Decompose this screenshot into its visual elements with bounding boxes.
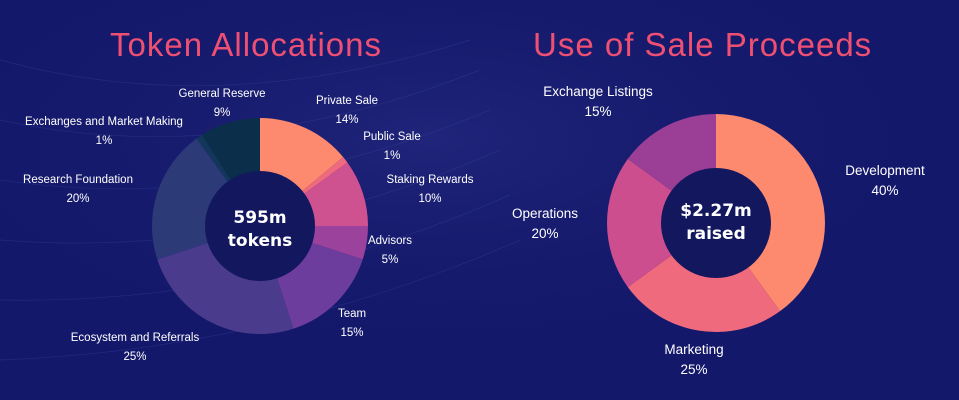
sale-proceeds-center: $2.27m raised (680, 200, 752, 246)
slice-percent: 9% (213, 107, 231, 119)
center-unit: raised (686, 224, 746, 244)
donut-hole (661, 168, 771, 278)
slice-percent: 20% (66, 193, 90, 205)
slice-label-development: Development 40% (845, 161, 925, 201)
slice-label-staking-rewards: Staking Rewards 10% (387, 171, 474, 209)
slice-name: Development (845, 163, 925, 178)
donut-hole (205, 171, 315, 281)
token-allocations-donut (151, 118, 368, 334)
slice-percent: 1% (95, 135, 113, 147)
slice-label-marketing: Marketing 25% (664, 340, 723, 380)
center-value: $2.27m (680, 201, 752, 221)
slice-percent: 40% (871, 183, 899, 198)
slice-name: Private Sale (315, 95, 379, 107)
slice-label-research-foundation: Research Foundation 20% (23, 171, 133, 209)
slice-label-private-sale: Private Sale 14% (316, 92, 378, 130)
slice-percent: 14% (335, 114, 359, 126)
slice-label-team: Team 15% (338, 305, 366, 343)
slice-percent: 25% (680, 362, 708, 377)
slice-name: Ecosystem and Referrals (70, 332, 200, 344)
slice-development (716, 114, 825, 312)
slice-percent: 1% (383, 150, 401, 162)
slice-name: General Reserve (178, 88, 266, 100)
sale-proceeds-title: Use of Sale Proceeds (533, 26, 873, 63)
slice-percent: 25% (123, 351, 147, 363)
slice-name: Staking Rewards (386, 174, 474, 186)
slice-name: Public Sale (363, 131, 421, 143)
slice-name: Advisors (367, 235, 413, 247)
center-unit: tokens (227, 231, 293, 251)
token-allocations-center: 595m tokens (228, 207, 292, 253)
slice-name: Research Foundation (23, 174, 133, 186)
slice-percent: 15% (584, 104, 612, 119)
slice-percent: 10% (418, 193, 442, 205)
slice-label-public-sale: Public Sale 1% (363, 128, 421, 166)
slice-name: Exchange Listings (543, 84, 653, 99)
slice-name: Exchanges and Market Making (25, 116, 183, 128)
slice-name: Marketing (664, 342, 724, 357)
slice-label-general-reserve: General Reserve 9% (179, 85, 266, 123)
slice-percent: 5% (381, 254, 399, 266)
slice-marketing (627, 223, 781, 333)
slice-label-operations: Operations 20% (512, 204, 578, 244)
slice-percent: 20% (531, 226, 559, 241)
center-value: 595m (233, 208, 287, 228)
slice-label-advisors: Advisors 5% (368, 232, 412, 270)
slice-name: Operations (511, 206, 579, 221)
slice-label-ecosystem: Ecosystem and Referrals 25% (71, 329, 199, 367)
slice-label-exchanges-market-making: Exchanges and Market Making 1% (25, 113, 183, 151)
sale-proceeds-donut (607, 114, 825, 333)
slice-name: Team (337, 308, 367, 320)
token-allocations-title: Token Allocations (110, 26, 382, 63)
slice-percent: 15% (340, 327, 364, 339)
slice-label-exchange-listings: Exchange Listings 15% (543, 82, 653, 122)
